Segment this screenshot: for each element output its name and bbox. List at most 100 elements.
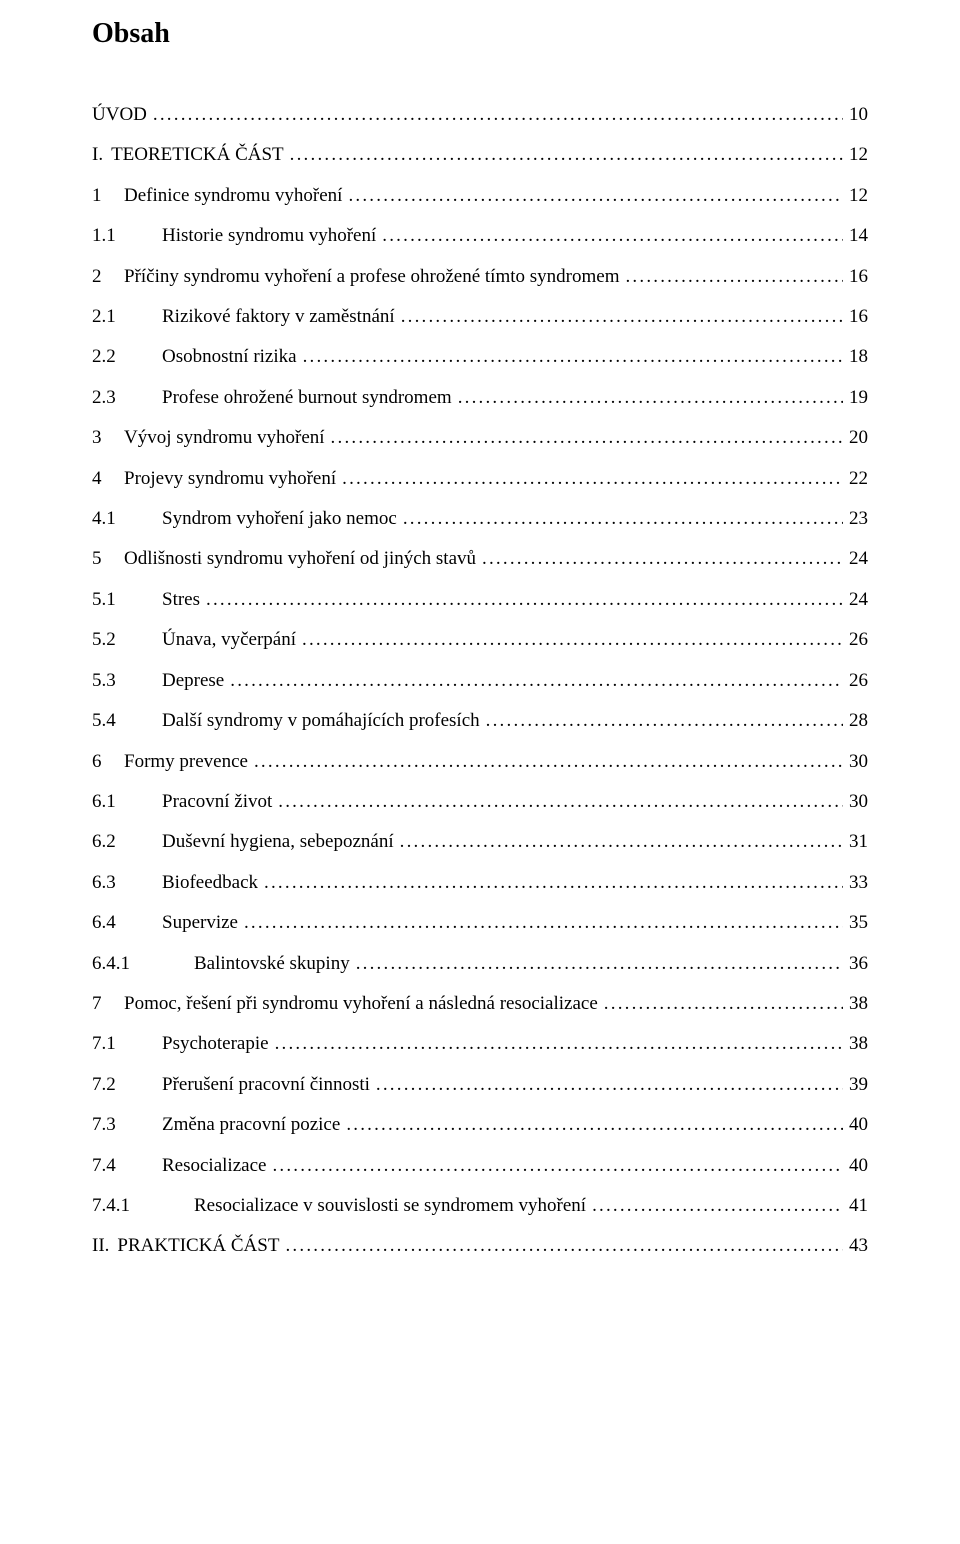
toc-entry-label: Supervize — [162, 912, 244, 934]
toc-row: 4.1Syndrom vyhoření jako nemoc23 — [92, 508, 868, 530]
toc-leader-dots — [153, 104, 843, 126]
toc-entry-label: ÚVOD — [92, 104, 153, 126]
toc-entry-number: 2.2 — [92, 346, 162, 368]
toc-entry-page: 19 — [843, 387, 868, 409]
toc-entry-number: 6.2 — [92, 831, 162, 853]
toc-row: 3Vývoj syndromu vyhoření20 — [92, 427, 868, 449]
toc-leader-dots — [331, 427, 843, 449]
toc-row: 5.4Další syndromy v pomáhajících profesí… — [92, 710, 868, 732]
toc-entry-page: 40 — [843, 1155, 868, 1177]
toc-leader-dots — [290, 144, 843, 166]
toc-entry-page: 12 — [843, 144, 868, 166]
toc-entry-label: Resocializace v souvislosti se syndromem… — [194, 1195, 592, 1217]
toc-leader-dots — [382, 225, 843, 247]
toc-entry-page: 30 — [843, 791, 868, 813]
toc-entry-number: 7.2 — [92, 1074, 162, 1096]
toc-row: 6.4.1Balintovské skupiny36 — [92, 953, 868, 975]
toc-entry-number: 7 — [92, 993, 124, 1015]
toc-entry-number: 2.1 — [92, 306, 162, 328]
toc-entry-number: 3 — [92, 427, 124, 449]
toc-leader-dots — [264, 872, 843, 894]
toc-leader-dots — [230, 670, 843, 692]
toc-entry-number: 1 — [92, 185, 124, 207]
toc-entry-label: Definice syndromu vyhoření — [124, 185, 348, 207]
toc-entry-label: Resocializace — [162, 1155, 272, 1177]
toc-entry-number: 5.4 — [92, 710, 162, 732]
toc-row: 7.4.1Resocializace v souvislosti se synd… — [92, 1195, 868, 1217]
toc-leader-dots — [303, 346, 843, 368]
toc-row: I.TEORETICKÁ ČÁST12 — [92, 144, 868, 166]
toc-entry-label: Deprese — [162, 670, 230, 692]
toc-entry-number: 6.4 — [92, 912, 162, 934]
toc-list: ÚVOD10I.TEORETICKÁ ČÁST121Definice syndr… — [92, 104, 868, 1258]
toc-row: 4Projevy syndromu vyhoření22 — [92, 468, 868, 490]
toc-entry-page: 26 — [843, 629, 868, 651]
toc-entry-number: 5 — [92, 548, 124, 570]
toc-row: 2.2Osobnostní rizika18 — [92, 346, 868, 368]
toc-row: 6Formy prevence30 — [92, 751, 868, 773]
toc-entry-label: Historie syndromu vyhoření — [162, 225, 382, 247]
toc-entry-page: 39 — [843, 1074, 868, 1096]
toc-entry-page: 28 — [843, 710, 868, 732]
toc-entry-label: Změna pracovní pozice — [162, 1114, 346, 1136]
toc-entry-label: Syndrom vyhoření jako nemoc — [162, 508, 403, 530]
toc-entry-page: 10 — [843, 104, 868, 126]
toc-leader-dots — [278, 791, 843, 813]
toc-row: 6.1Pracovní život30 — [92, 791, 868, 813]
toc-entry-label: Pomoc, řešení při syndromu vyhoření a ná… — [124, 993, 604, 1015]
toc-entry-label: TEORETICKÁ ČÁST — [111, 144, 290, 166]
toc-row: 7.2Přerušení pracovní činnosti39 — [92, 1074, 868, 1096]
toc-row: 6.3Biofeedback33 — [92, 872, 868, 894]
toc-entry-number: 2 — [92, 266, 124, 288]
toc-row: 5Odlišnosti syndromu vyhoření od jiných … — [92, 548, 868, 570]
toc-row: 2.3Profese ohrožené burnout syndromem19 — [92, 387, 868, 409]
toc-row: 5.1Stres24 — [92, 589, 868, 611]
toc-entry-label: Formy prevence — [124, 751, 254, 773]
toc-row: 7.3Změna pracovní pozice40 — [92, 1114, 868, 1136]
toc-entry-label: Duševní hygiena, sebepoznání — [162, 831, 400, 853]
toc-leader-dots — [486, 710, 843, 732]
toc-entry-page: 31 — [843, 831, 868, 853]
toc-leader-dots — [458, 387, 843, 409]
toc-leader-dots — [275, 1033, 843, 1055]
toc-entry-page: 24 — [843, 589, 868, 611]
toc-entry-number: 6 — [92, 751, 124, 773]
toc-leader-dots — [592, 1195, 843, 1217]
toc-entry-number: 7.4 — [92, 1155, 162, 1177]
toc-leader-dots — [604, 993, 843, 1015]
toc-row: 2Příčiny syndromu vyhoření a profese ohr… — [92, 266, 868, 288]
toc-leader-dots — [285, 1235, 843, 1257]
toc-entry-number: 6.4.1 — [92, 953, 194, 975]
toc-entry-page: 38 — [843, 993, 868, 1015]
toc-entry-page: 16 — [843, 306, 868, 328]
toc-entry-page: 24 — [843, 548, 868, 570]
toc-entry-label: Psychoterapie — [162, 1033, 275, 1055]
toc-entry-page: 23 — [843, 508, 868, 530]
toc-entry-number: 7.1 — [92, 1033, 162, 1055]
toc-entry-page: 33 — [843, 872, 868, 894]
toc-entry-number: II. — [92, 1235, 117, 1257]
toc-row: ÚVOD 10 — [92, 104, 868, 126]
toc-entry-label: Osobnostní rizika — [162, 346, 303, 368]
toc-leader-dots — [401, 306, 843, 328]
toc-row: II.PRAKTICKÁ ČÁST43 — [92, 1235, 868, 1257]
toc-entry-number: 2.3 — [92, 387, 162, 409]
toc-entry-page: 22 — [843, 468, 868, 490]
toc-entry-page: 38 — [843, 1033, 868, 1055]
toc-entry-number: 7.3 — [92, 1114, 162, 1136]
toc-entry-label: Projevy syndromu vyhoření — [124, 468, 342, 490]
toc-leader-dots — [346, 1114, 843, 1136]
toc-leader-dots — [244, 912, 843, 934]
toc-entry-page: 16 — [843, 266, 868, 288]
toc-entry-label: Příčiny syndromu vyhoření a profese ohro… — [124, 266, 625, 288]
toc-leader-dots — [272, 1155, 843, 1177]
toc-entry-label: Stres — [162, 589, 206, 611]
toc-leader-dots — [625, 266, 843, 288]
toc-entry-page: 36 — [843, 953, 868, 975]
toc-row: 2.1Rizikové faktory v zaměstnání16 — [92, 306, 868, 328]
toc-entry-label: Únava, vyčerpání — [162, 629, 302, 651]
toc-entry-number: 5.3 — [92, 670, 162, 692]
toc-entry-page: 26 — [843, 670, 868, 692]
toc-row: 7.4Resocializace 40 — [92, 1155, 868, 1177]
page: Obsah ÚVOD10I.TEORETICKÁ ČÁST121Definice… — [0, 0, 960, 1544]
